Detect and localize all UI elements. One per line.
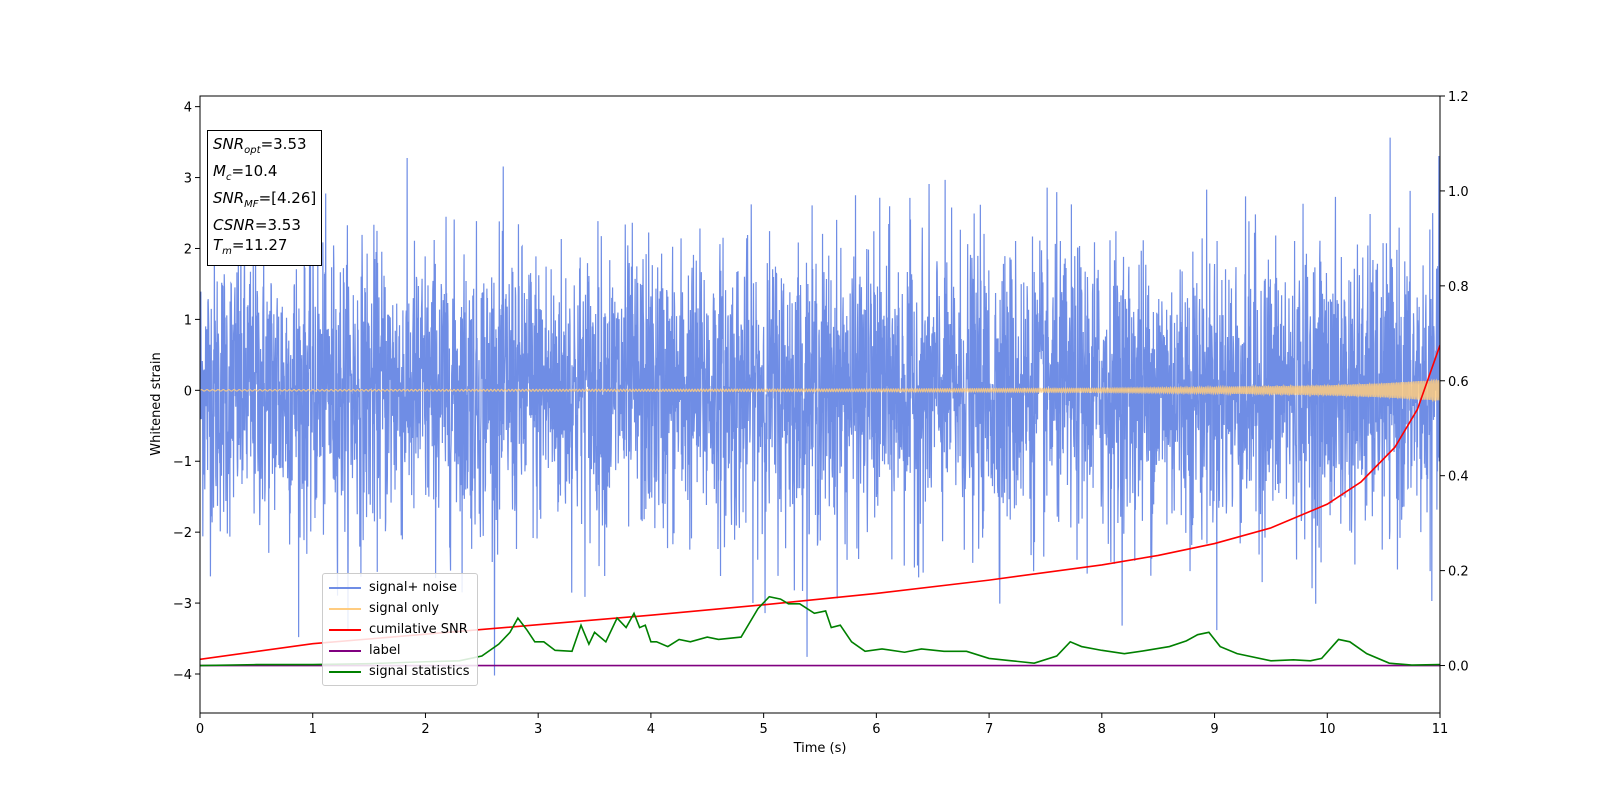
series-cumulative-snr <box>200 344 1440 661</box>
y-tick-label: 3 <box>184 172 192 187</box>
legend-label: signal statistics <box>369 664 470 679</box>
x-axis: 0 1 2 3 4 5 6 7 8 9 10 11 <box>196 713 1448 737</box>
info-value: =3.53 <box>254 216 301 234</box>
legend-swatch <box>329 586 361 589</box>
info-symbol: CSNR <box>213 216 255 234</box>
x-tick-label: 2 <box>421 722 429 737</box>
info-subscript: MF <box>244 199 259 210</box>
legend-swatch <box>329 670 361 673</box>
info-value: =3.53 <box>260 135 307 153</box>
y-tick-label: 0 <box>184 384 192 399</box>
info-value: =10.4 <box>231 162 278 180</box>
legend-item: cumilative SNR <box>323 619 477 640</box>
y2-tick-label: 0.2 <box>1448 565 1469 580</box>
info-symbol: M <box>213 162 226 180</box>
y-tick-label: −1 <box>173 455 192 470</box>
legend-item: label <box>323 640 477 661</box>
plot-frame <box>199 95 1441 714</box>
x-tick-label: 6 <box>872 722 880 737</box>
x-tick-label: 0 <box>196 722 204 737</box>
legend-swatch <box>329 607 361 610</box>
x-tick-label: 4 <box>647 722 655 737</box>
y2-tick-label: 1.0 <box>1448 185 1469 200</box>
legend-swatch <box>329 628 361 631</box>
y-tick-label: 1 <box>184 313 192 328</box>
x-tick-label: 3 <box>534 722 542 737</box>
legend-label: label <box>369 643 401 658</box>
info-row: Mc=10.4 <box>213 161 316 188</box>
y-tick-label: 2 <box>184 242 192 257</box>
x-tick-label: 8 <box>1098 722 1106 737</box>
x-tick-label: 11 <box>1432 722 1449 737</box>
legend-item: signal+ noise <box>323 577 477 598</box>
series-signal-only <box>200 378 1440 403</box>
legend-swatch <box>329 649 361 652</box>
series-signal-noise <box>200 137 1440 676</box>
x-tick-label: 10 <box>1319 722 1336 737</box>
y-tick-label: 4 <box>184 101 192 116</box>
info-symbol: SNR <box>213 135 245 153</box>
y-tick-label: −4 <box>173 668 192 683</box>
legend: signal+ noise signal only cumilative SNR la… <box>322 573 478 686</box>
x-tick-label: 1 <box>309 722 317 737</box>
info-value: =11.27 <box>231 236 288 254</box>
x-tick-label: 7 <box>985 722 993 737</box>
legend-label: signal+ noise <box>369 580 458 595</box>
x-axis-label: Time (s) <box>793 741 847 756</box>
y-axis-label: Whitened strain <box>149 352 164 455</box>
legend-item: signal only <box>323 598 477 619</box>
y-tick-label: −2 <box>173 526 192 541</box>
info-row: CSNR=3.53 <box>213 215 316 235</box>
y2-tick-label: 0.4 <box>1448 470 1469 485</box>
info-row: Tm=11.27 <box>213 235 316 262</box>
y2-tick-label: 0.8 <box>1448 280 1469 295</box>
series-signal-statistics <box>200 595 1440 667</box>
y2-tick-label: 1.2 <box>1448 90 1469 105</box>
x-tick-label: 5 <box>759 722 767 737</box>
info-symbol: SNR <box>213 189 245 207</box>
y-axis-left: −4 −3 −2 −1 0 1 2 3 4 <box>173 101 200 683</box>
x-tick-label: 9 <box>1210 722 1218 737</box>
legend-label: signal only <box>369 601 440 616</box>
snr-info-box: SNRopt=3.53 Mc=10.4 SNRMF=[4.26] CSNR=3.53 T… <box>207 130 323 266</box>
y-tick-label: −3 <box>173 597 192 612</box>
info-subscript: opt <box>244 145 261 156</box>
y2-tick-label: 0.0 <box>1448 660 1469 675</box>
info-row: SNRMF=[4.26] <box>213 188 316 215</box>
info-subscript: c <box>225 172 232 183</box>
legend-item: signal statistics <box>323 661 477 682</box>
y2-tick-label: 0.6 <box>1448 375 1469 390</box>
info-value: =[4.26] <box>258 189 317 207</box>
info-symbol: T <box>213 236 223 254</box>
y-axis-right: 0.0 0.2 0.4 0.6 0.8 1.0 1.2 <box>1440 90 1469 675</box>
info-row: SNRopt=3.53 <box>213 134 316 161</box>
info-subscript: m <box>222 246 232 257</box>
legend-label: cumilative SNR <box>369 622 468 637</box>
